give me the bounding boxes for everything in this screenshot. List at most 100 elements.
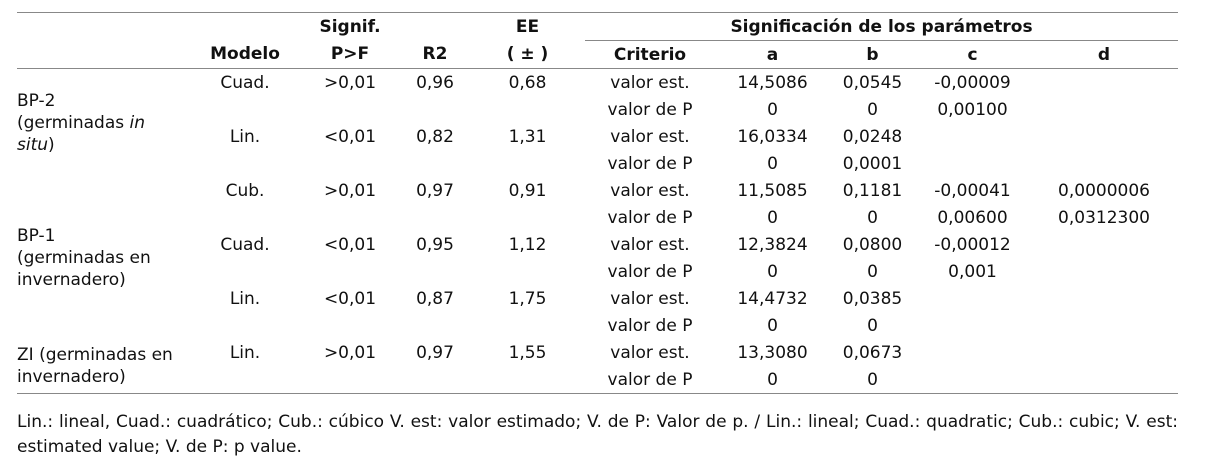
group-name: BP-1	[17, 226, 56, 246]
param-value: -0,00009	[934, 72, 1011, 93]
empty-cell	[1030, 258, 1178, 285]
param-value: 0,0800	[842, 234, 903, 255]
param-value: 0	[867, 261, 878, 282]
group-desc: (germinadas en invernadero)	[17, 248, 151, 290]
cell-model: Cuad.	[220, 72, 270, 93]
table-row: valor de P 0 0 0,001	[17, 258, 1178, 285]
empty-cell	[1030, 150, 1178, 177]
param-value: 0,0312300	[1058, 207, 1150, 228]
param-value: 0,0001	[842, 153, 903, 174]
column-header: Criterio	[585, 40, 715, 69]
column-header: Modelo	[190, 40, 300, 69]
empty-cell	[915, 339, 1030, 366]
empty-cell	[400, 204, 470, 231]
cell-r2: 0,97	[416, 180, 454, 201]
param-value: 0,0673	[842, 342, 903, 363]
criterion: valor est.	[610, 126, 690, 147]
cell-r2: 0,96	[416, 72, 454, 93]
cell-ee: 0,68	[508, 72, 547, 93]
criterion: valor de P	[607, 261, 693, 282]
empty-cell	[190, 366, 300, 394]
header-cell: Signif.	[300, 12, 400, 41]
criterion: valor de P	[607, 315, 693, 336]
empty-cell	[1030, 366, 1179, 394]
cell-r2: 0,82	[416, 126, 454, 147]
empty-cell	[915, 285, 1030, 312]
group-desc: in situ	[17, 113, 146, 155]
table-row: valor de P 0 0,0001	[17, 150, 1178, 177]
group-label: BP-2 (germinadas in situ)	[17, 69, 190, 178]
cell-r2: 0,97	[416, 342, 454, 363]
empty-cell	[470, 204, 585, 231]
param-value: 11,5085	[737, 180, 808, 201]
empty-cell	[300, 366, 400, 394]
empty-cell	[915, 123, 1030, 150]
empty-cell	[300, 312, 400, 339]
header-cell: Significación de los parámetros	[585, 12, 1179, 41]
header-row: Modelo P>F R2( ± ) Criterio a b c d	[17, 40, 1179, 69]
header-row: Signif. EE Significación de los parámetr…	[17, 12, 1179, 41]
empty-cell	[915, 366, 1030, 394]
group-desc: )	[48, 135, 55, 155]
empty-cell	[190, 258, 300, 285]
criterion: valor est.	[610, 180, 690, 201]
empty-cell	[400, 258, 470, 285]
column-header: b	[830, 40, 915, 69]
param-value: 0	[767, 315, 778, 336]
group-name: ZI (germinadas en invernadero)	[17, 345, 173, 387]
empty-cell	[1030, 123, 1178, 150]
cell-ee: 1,55	[508, 342, 547, 363]
empty-cell	[190, 204, 300, 231]
cell-model: Lin.	[229, 288, 261, 309]
cell-ee: 1,12	[508, 234, 547, 255]
empty-cell	[470, 258, 585, 285]
param-value: 14,5086	[737, 72, 808, 93]
param-value: 16,0334	[737, 126, 808, 147]
cell-model: Lin.	[229, 342, 261, 363]
empty-cell	[1030, 339, 1178, 366]
param-value: 0,1181	[842, 180, 903, 201]
param-value: 0	[830, 366, 915, 394]
empty-cell	[190, 96, 300, 123]
param-value: 13,3080	[737, 342, 808, 363]
cell-model: Cub.	[225, 180, 265, 201]
criterion: valor de P	[607, 207, 693, 228]
param-value: 0	[767, 207, 778, 228]
cell-signif: <0,01	[323, 234, 377, 255]
table-row: Lin. <0,01 0,87 1,75 valor est. 14,4732 0,0385	[17, 285, 1178, 312]
param-value: 0,0000006	[1058, 180, 1150, 201]
param-value: 0	[767, 99, 778, 120]
group-desc: (germinadas	[17, 113, 130, 133]
param-value: 0	[715, 366, 830, 394]
table-row: ZI (germinadas en invernadero) Lin. >0,01 0…	[17, 339, 1178, 394]
table-row: BP-2 (germinadas in situ) Cuad. >0,01 0,96 0,…	[17, 69, 1178, 156]
table-row: valor de P 0 0 0,00600 0,0312300	[17, 204, 1178, 231]
param-value: 0	[767, 153, 778, 174]
empty-cell	[915, 312, 1030, 339]
empty-cell	[1030, 312, 1178, 339]
table-row: Cuad. <0,01 0,95 1,12 valor est. 12,3824 0,080…	[17, 231, 1178, 258]
table-row: Lin. <0,01 0,82 1,31 valor est. 16,0334 0,0248	[17, 123, 1178, 150]
header-cell: EE	[470, 12, 585, 41]
param-value: -0,00012	[934, 234, 1011, 255]
column-header: a	[715, 40, 830, 69]
cell-model: Cuad.	[220, 234, 270, 255]
column-header: d	[1030, 40, 1179, 69]
cell-r2: 0,95	[416, 234, 454, 255]
param-value: 0,00600	[937, 207, 1008, 228]
empty-cell	[400, 150, 470, 177]
cell-signif: >0,01	[323, 342, 377, 363]
cell-ee: 1,31	[508, 126, 547, 147]
cell-ee: 1,75	[508, 288, 547, 309]
param-value: -0,00041	[934, 180, 1011, 201]
cell-signif: <0,01	[323, 288, 377, 309]
cell-signif: <0,01	[323, 126, 377, 147]
group-label: ZI (germinadas en invernadero)	[17, 339, 190, 394]
empty-cell	[400, 312, 470, 339]
cell-model: Lin.	[229, 126, 261, 147]
param-value: 0,001	[948, 261, 997, 282]
empty-cell	[1030, 231, 1178, 258]
table-row: valor de P 0 0 0,00100	[17, 96, 1178, 123]
